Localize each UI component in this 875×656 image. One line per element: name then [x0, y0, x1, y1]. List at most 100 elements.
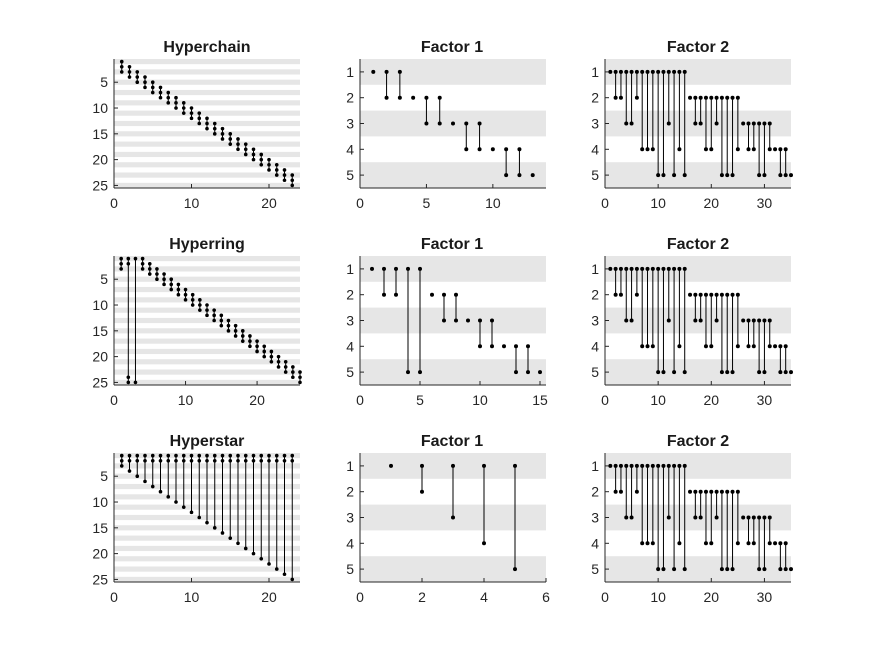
node-dot — [291, 370, 295, 374]
node-dot — [613, 266, 618, 271]
row-band — [114, 566, 300, 572]
node-dot — [714, 489, 719, 494]
node-dot — [762, 318, 767, 323]
y-tick-label: 25 — [92, 571, 108, 587]
node-dot — [634, 292, 639, 297]
node-dot — [236, 142, 240, 146]
node-dot — [226, 323, 231, 328]
node-dot — [618, 292, 623, 297]
node-dot — [725, 489, 730, 494]
node-dot — [634, 69, 639, 74]
node-dot — [205, 126, 209, 131]
x-tick-label: 5 — [416, 392, 424, 408]
node-dot — [283, 370, 288, 374]
node-dot — [233, 334, 238, 338]
node-dot — [778, 173, 783, 178]
node-dot — [538, 370, 542, 375]
node-dot — [243, 152, 248, 157]
node-dot — [174, 500, 178, 504]
row-band — [114, 369, 300, 375]
node-dot — [767, 515, 772, 520]
node-dot — [608, 266, 613, 271]
node-dot — [158, 90, 163, 95]
node-dot — [269, 349, 274, 354]
node-dot — [274, 173, 279, 177]
node-dot — [119, 458, 124, 463]
node-dot — [174, 106, 178, 110]
node-dot — [672, 463, 677, 468]
node-dot — [783, 173, 788, 178]
x-tick-label: 0 — [110, 195, 118, 211]
node-dot — [205, 303, 209, 307]
node-dot — [119, 453, 124, 458]
node-dot — [629, 121, 634, 126]
y-tick-label: 3 — [591, 116, 599, 132]
node-dot — [262, 344, 267, 349]
node-dot — [773, 344, 778, 349]
node-dot — [189, 116, 194, 121]
y-tick-label: 3 — [591, 510, 599, 526]
node-dot — [451, 121, 455, 126]
node-dot — [267, 453, 271, 458]
node-dot — [228, 453, 233, 458]
node-dot — [608, 69, 613, 74]
node-dot — [751, 515, 756, 520]
y-tick-label: 5 — [591, 167, 599, 183]
node-dot — [135, 75, 140, 79]
node-dot — [502, 344, 506, 349]
y-tick-label: 1 — [346, 458, 354, 474]
node-dot — [228, 137, 233, 141]
node-dot — [783, 147, 788, 152]
node-dot — [298, 370, 302, 374]
node-dot — [650, 463, 655, 468]
row-band — [114, 131, 300, 137]
y-tick-label: 10 — [92, 100, 108, 116]
node-dot — [406, 370, 410, 375]
node-dot — [166, 90, 171, 95]
node-dot — [189, 510, 194, 515]
node-dot — [624, 515, 629, 520]
panel-factor2-ring: Factor 2 0 10 20 30 1 2 3 4 5 — [591, 236, 793, 408]
row-band — [114, 556, 300, 562]
node-dot — [629, 266, 634, 271]
node-dot — [454, 292, 458, 297]
node-dot — [778, 344, 783, 349]
y-tick-label: 1 — [346, 261, 354, 277]
node-dot — [767, 147, 772, 152]
y-tick-label: 4 — [591, 535, 599, 551]
node-dot — [127, 453, 132, 458]
node-dot — [709, 292, 714, 297]
node-dot — [725, 173, 730, 178]
x-tick-label: 10 — [485, 195, 501, 211]
node-dot — [243, 147, 248, 152]
node-dot — [181, 101, 186, 105]
node-dot — [127, 70, 132, 74]
node-dot — [143, 80, 147, 85]
node-dot — [618, 266, 623, 271]
node-dot — [181, 458, 186, 463]
node-dot — [783, 370, 788, 375]
node-dot — [143, 75, 147, 79]
y-tick-label: 4 — [591, 141, 599, 157]
node-dot — [442, 318, 446, 323]
node-dot — [243, 458, 248, 463]
node-dot — [251, 458, 256, 463]
y-tick-label: 3 — [346, 510, 354, 526]
node-dot — [682, 567, 687, 572]
node-dot — [150, 458, 155, 463]
node-dot — [693, 95, 698, 100]
node-dot — [406, 266, 410, 271]
node-dot — [735, 147, 740, 152]
y-tick-label: 5 — [100, 468, 108, 484]
node-dot — [236, 458, 240, 463]
node-dot — [233, 323, 238, 328]
node-dot — [682, 69, 687, 74]
node-dot — [741, 121, 746, 126]
node-dot — [762, 173, 767, 178]
node-dot — [698, 489, 703, 494]
node-dot — [757, 370, 762, 375]
node-dot — [140, 256, 145, 261]
node-dot — [709, 344, 714, 349]
